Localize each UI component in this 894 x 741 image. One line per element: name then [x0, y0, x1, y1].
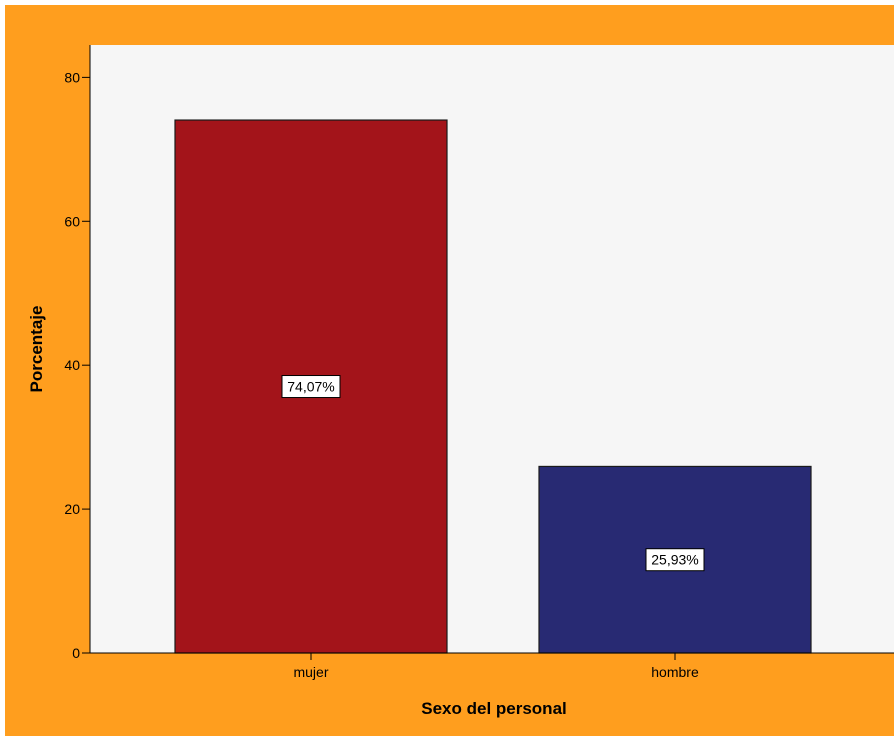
y-tick-label: 80 [64, 69, 80, 85]
y-tick-label: 60 [64, 213, 80, 229]
y-axis-title: Porcentaje [27, 306, 46, 393]
data-label-box [281, 375, 341, 399]
x-tick-label: mujer [293, 664, 328, 680]
x-axis-title: Sexo del personal [421, 699, 567, 718]
y-tick-label: 20 [64, 501, 80, 517]
x-axis: mujer hombre [90, 652, 894, 680]
x-tick-label: hombre [651, 664, 699, 680]
data-label: 25,93% [651, 552, 698, 568]
data-label-box [645, 548, 705, 572]
y-axis: 0 20 40 60 80 [64, 45, 91, 661]
y-tick-label: 0 [72, 645, 80, 661]
data-label: 74,07% [287, 379, 334, 395]
y-tick-label: 40 [64, 357, 80, 373]
